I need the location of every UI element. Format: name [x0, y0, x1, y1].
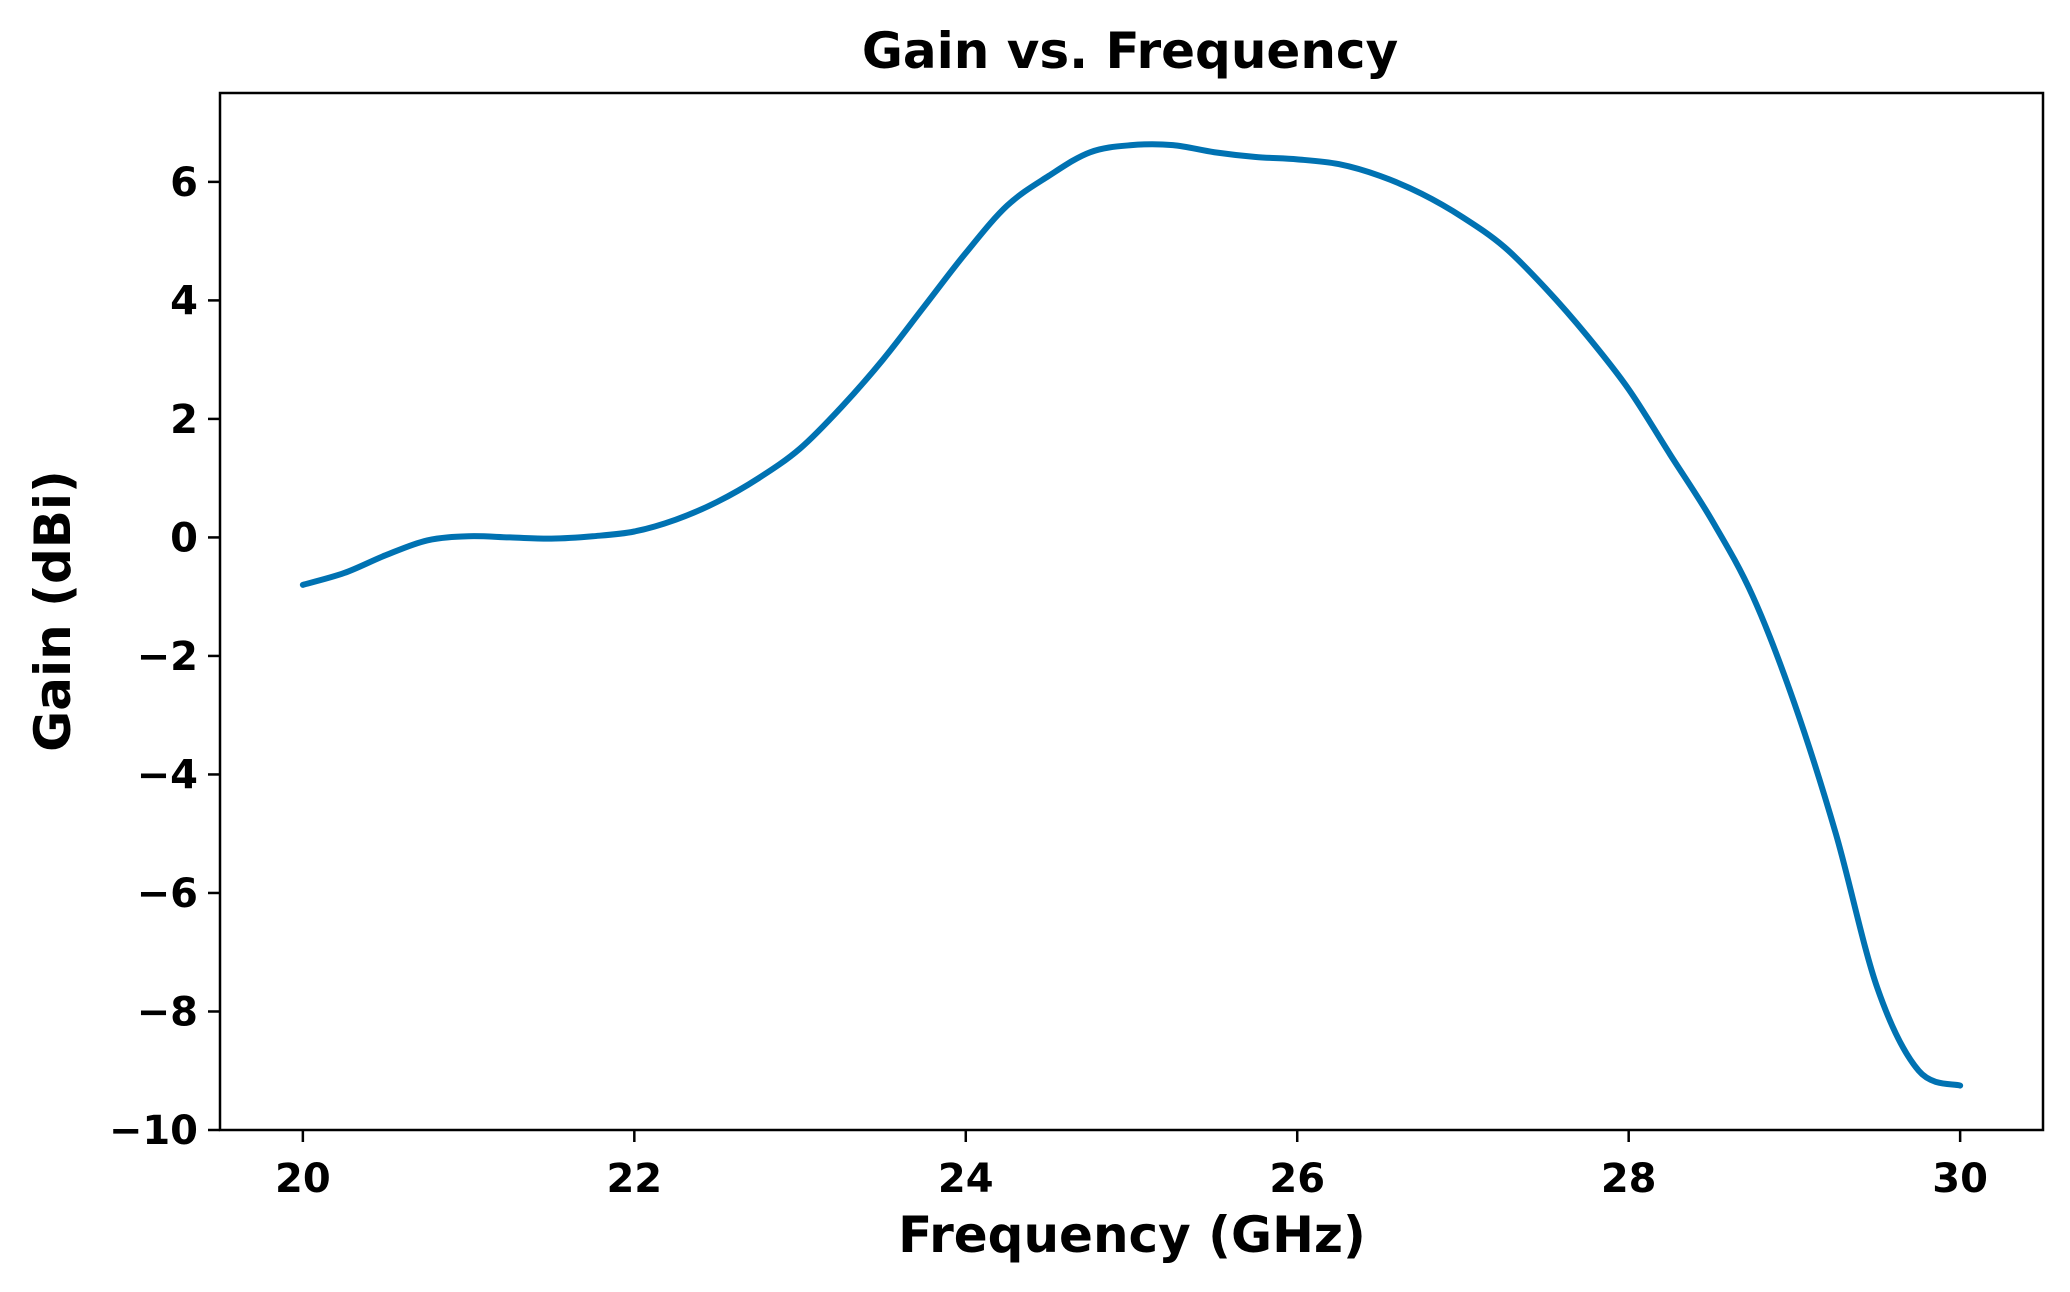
y-tick-label: 2 — [170, 397, 198, 443]
x-tick-label: 22 — [606, 1156, 662, 1202]
y-tick-label: −4 — [137, 752, 198, 798]
y-tick-label: −2 — [137, 634, 198, 680]
x-tick-label: 20 — [275, 1156, 331, 1202]
y-axis-label: Gain (dBi) — [24, 470, 82, 752]
gain-series-line — [299, 141, 1964, 1089]
x-axis-label: Frequency (GHz) — [898, 1206, 1366, 1264]
x-tick-label: 24 — [938, 1156, 994, 1202]
y-tick-label: −10 — [109, 1108, 198, 1154]
y-tick-label: −6 — [137, 871, 198, 917]
y-tick-label: 4 — [170, 278, 198, 324]
series-layer — [299, 141, 1964, 1089]
y-tick-label: −8 — [137, 989, 198, 1035]
y-tick-label: 6 — [170, 160, 198, 206]
x-axis: 20 22 24 26 28 30 — [275, 1130, 1988, 1202]
chart-title: Gain vs. Frequency — [862, 22, 1398, 80]
x-tick-label: 26 — [1269, 1156, 1325, 1202]
x-tick-label: 28 — [1601, 1156, 1657, 1202]
x-tick-label: 30 — [1932, 1156, 1988, 1202]
y-tick-label: 0 — [170, 515, 198, 561]
plot-frame — [218, 91, 2045, 1132]
y-axis: −10 −8 −6 −4 −2 0 2 4 6 — [109, 160, 220, 1154]
